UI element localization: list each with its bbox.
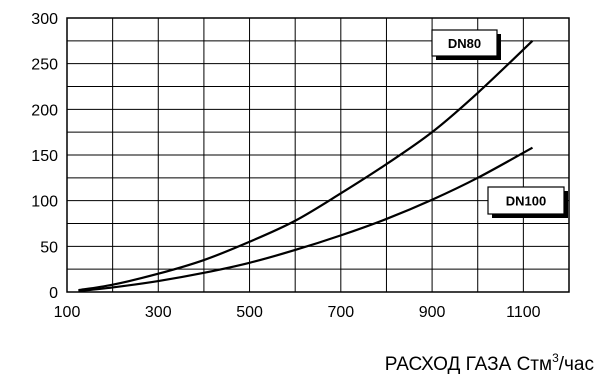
legend-box-dn80 <box>431 29 498 57</box>
series-line-dn100 <box>78 146 534 293</box>
x-axis-label: РАСХОД ГАЗА Стм3/час <box>385 351 594 375</box>
y-tick-label: 100 <box>31 194 58 211</box>
y-tick-label: 0 <box>49 285 58 302</box>
grid <box>66 17 570 293</box>
x-tick-label: 900 <box>419 304 446 321</box>
legend-labels: DN80 DN100 <box>431 29 568 218</box>
x-axis-label-main: РАСХОД ГАЗА Стм <box>385 354 552 375</box>
y-axis-ticks: 0 50 100 150 200 250 300 <box>31 11 58 302</box>
x-axis-label-suffix: /час <box>559 354 594 375</box>
y-tick-label: 200 <box>31 102 58 119</box>
x-axis-ticks: 100 300 500 700 900 1100 <box>54 304 541 321</box>
x-tick-label: 1100 <box>506 304 541 321</box>
series-lines <box>78 40 534 293</box>
x-axis-label-sup: 3 <box>552 351 559 365</box>
legend-label-dn80: DN80 <box>448 36 481 51</box>
y-tick-label: 250 <box>31 57 58 74</box>
x-tick-label: 700 <box>327 304 354 321</box>
series-line-dn80 <box>78 40 534 292</box>
x-tick-label: 300 <box>145 304 172 321</box>
y-tick-label: 50 <box>40 239 58 256</box>
legend-label-dn100: DN100 <box>506 194 546 209</box>
y-tick-label: 300 <box>31 11 58 28</box>
x-tick-label: 100 <box>54 304 81 321</box>
y-tick-label: 150 <box>31 148 58 165</box>
plot-frame <box>66 17 570 293</box>
x-tick-label: 500 <box>236 304 263 321</box>
legend-box-dn100 <box>487 186 565 215</box>
